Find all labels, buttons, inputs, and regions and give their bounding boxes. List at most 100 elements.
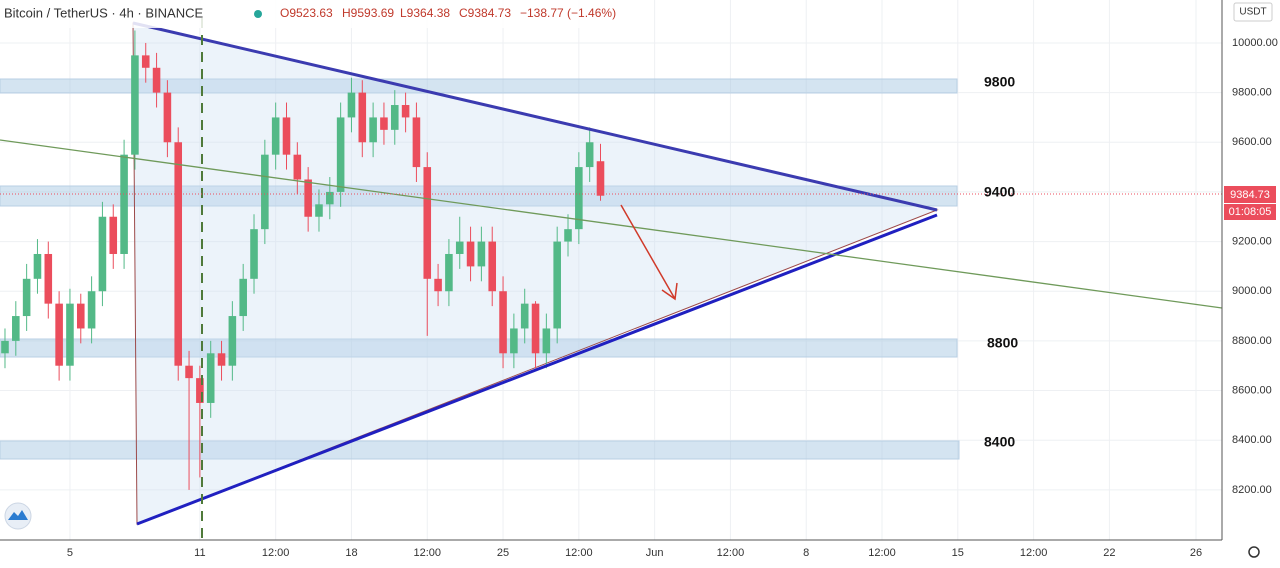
- x-tick-label: Jun: [646, 547, 664, 559]
- candle-body: [596, 161, 605, 196]
- x-tick-label: 12:00: [868, 547, 896, 559]
- candle-body: [163, 92, 172, 143]
- y-tick-label: 8600.00: [1232, 384, 1272, 396]
- ohlc-change: −138.77 (−1.46%): [520, 6, 616, 20]
- candle-body: [141, 55, 150, 68]
- candle-body: [196, 378, 204, 403]
- candle-body: [250, 229, 258, 279]
- y-tick-label: 8200.00: [1232, 484, 1272, 496]
- candle-body: [434, 278, 442, 292]
- level-label: 9800: [984, 74, 1015, 90]
- x-tick-label: 18: [345, 547, 357, 559]
- candle-body: [564, 229, 572, 242]
- candle-body: [228, 316, 237, 366]
- countdown-tag: [1224, 204, 1276, 220]
- support-line: [136, 213, 938, 526]
- zone: [0, 78, 958, 94]
- candle-body: [390, 105, 399, 130]
- candles: [1, 30, 605, 490]
- zone: [0, 338, 958, 358]
- candle-body: [542, 328, 551, 354]
- candle-body: [44, 253, 53, 304]
- ohlc-open: O9523.63: [280, 6, 333, 20]
- ohlc-low: L9364.38: [400, 6, 450, 20]
- price-tag: [1224, 186, 1276, 203]
- candle-body: [326, 191, 334, 205]
- x-tick-label: 11: [194, 547, 205, 559]
- candle-body: [293, 154, 302, 180]
- candle-body: [499, 291, 507, 354]
- candle-body: [477, 241, 486, 267]
- x-tick-label: 22: [1103, 547, 1115, 559]
- level-label: 8800: [987, 335, 1018, 351]
- candle-body: [98, 216, 107, 292]
- candle-body: [66, 303, 74, 366]
- x-tick-label: 5: [67, 547, 73, 559]
- trend-line: [0, 139, 1223, 309]
- y-tick-label: 9000.00: [1232, 285, 1272, 297]
- candle-body: [152, 67, 161, 93]
- ohlc-close: C9384.73: [459, 6, 511, 20]
- candle-body: [401, 105, 410, 118]
- x-tick-label: 12:00: [717, 547, 745, 559]
- resistance-line: [132, 21, 938, 212]
- candle-body: [185, 365, 193, 379]
- candle-body: [304, 179, 312, 217]
- y-tick-label: 9200.00: [1232, 235, 1272, 247]
- x-tick-label: 26: [1190, 547, 1202, 559]
- candle-body: [217, 353, 226, 366]
- x-tick-label: 15: [952, 547, 964, 559]
- candle-body: [585, 142, 594, 168]
- candle-body: [120, 154, 128, 254]
- candle-body: [282, 117, 291, 155]
- settings-icon[interactable]: [1248, 546, 1260, 558]
- arrow-head: [661, 282, 678, 301]
- candle-body: [315, 204, 323, 217]
- candle-body: [488, 241, 497, 292]
- candle-body: [445, 253, 453, 292]
- candle-body: [531, 303, 540, 354]
- candle-body: [271, 117, 280, 155]
- candle-body: [575, 167, 583, 230]
- time-axis-bg: [0, 540, 1222, 563]
- candle-body: [22, 278, 31, 317]
- arrow-shaft: [620, 204, 676, 300]
- symbol: Bitcoin / TetherUS · 4h · BINANCE: [4, 5, 203, 20]
- candle-body: [455, 241, 464, 254]
- candle-body: [412, 117, 421, 168]
- y-tick-label: 9600.00: [1232, 136, 1272, 148]
- price-tag-label: 9384.73: [1230, 189, 1270, 201]
- x-tick-label: 12:00: [1020, 547, 1048, 559]
- currency-box: [1233, 2, 1273, 22]
- candle-body: [12, 316, 20, 341]
- level-labels: 9800 9400 8800 8400: [984, 74, 1018, 450]
- x-tick-label: 8: [803, 547, 809, 559]
- zones: [0, 78, 960, 460]
- candle-body: [369, 117, 377, 143]
- countdown: 01:08:05: [1229, 206, 1272, 218]
- candle-body: [553, 241, 561, 329]
- candle-body: [1, 340, 9, 354]
- candle-body: [87, 291, 96, 329]
- header-bg: [0, 0, 620, 28]
- candle-body: [358, 92, 367, 143]
- candle-body: [261, 154, 269, 230]
- zone: [0, 440, 960, 460]
- candle-body: [174, 142, 183, 366]
- candle-body: [55, 303, 63, 366]
- y-tick-label: 8800.00: [1232, 335, 1272, 347]
- candle-body: [510, 328, 518, 354]
- candle-body: [347, 92, 356, 118]
- candle-body: [109, 216, 118, 254]
- x-tick-label: 12:00: [413, 547, 441, 559]
- candle-body: [239, 278, 247, 317]
- x-tick-label: 12:00: [565, 547, 593, 559]
- y-tick-label: 9800.00: [1232, 87, 1272, 99]
- logo-mark: [8, 510, 28, 520]
- candle-body: [380, 117, 388, 130]
- x-tick-label: 25: [497, 547, 509, 559]
- level-label: 9400: [984, 184, 1015, 200]
- level-label: 8400: [984, 434, 1015, 450]
- x-tick-label: 12:00: [262, 547, 290, 559]
